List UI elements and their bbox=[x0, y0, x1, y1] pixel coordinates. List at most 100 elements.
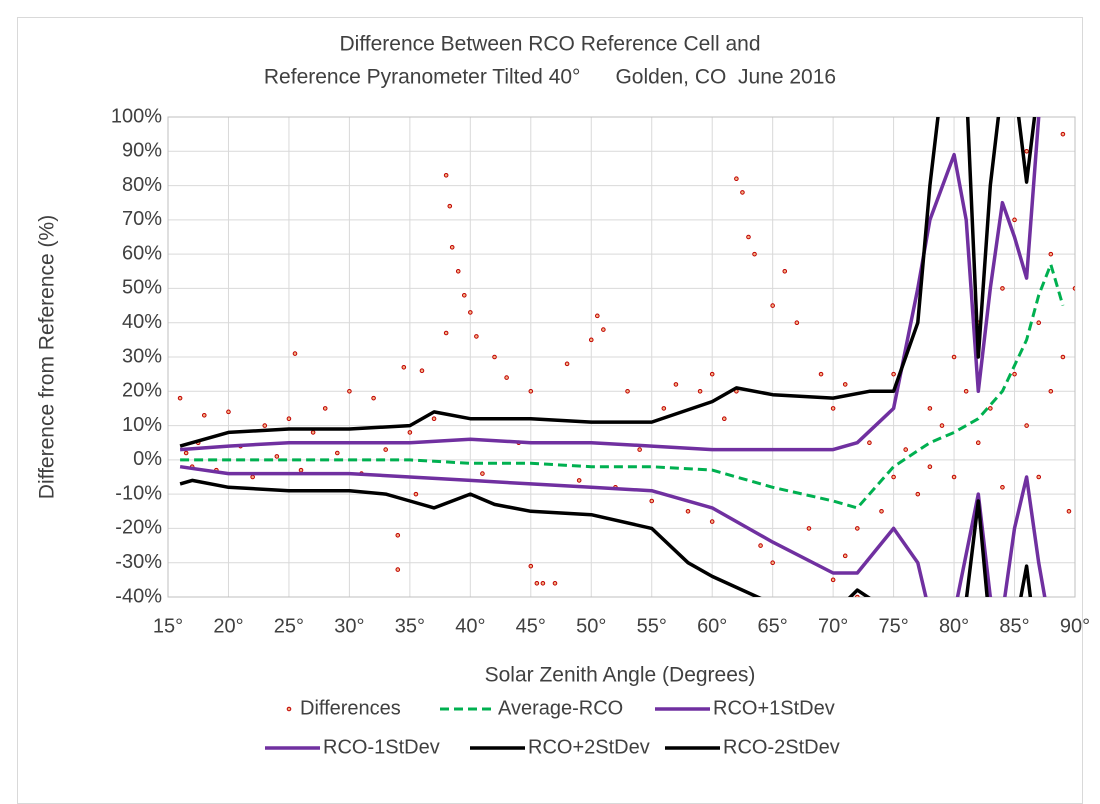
x-tick-label: 60° bbox=[697, 615, 727, 637]
data-point bbox=[601, 327, 606, 332]
x-tick-label: 75° bbox=[878, 615, 908, 637]
data-point bbox=[963, 388, 969, 394]
series-line bbox=[179, 117, 1037, 448]
y-tick-label: 50% bbox=[122, 277, 162, 299]
data-point bbox=[262, 423, 268, 428]
data-point bbox=[595, 313, 600, 319]
data-point bbox=[449, 244, 455, 250]
data-point bbox=[540, 580, 546, 586]
data-point bbox=[625, 388, 630, 394]
y-tick-label: -30% bbox=[115, 551, 162, 573]
data-point bbox=[891, 371, 896, 377]
data-point bbox=[250, 474, 255, 480]
data-point bbox=[534, 580, 540, 586]
data-point bbox=[443, 172, 449, 178]
legend-label: Average-RCO bbox=[498, 697, 623, 719]
data-point bbox=[752, 251, 757, 257]
data-point bbox=[855, 526, 860, 531]
data-point bbox=[419, 368, 425, 374]
data-point bbox=[1036, 474, 1042, 480]
data-point bbox=[1000, 484, 1005, 490]
data-point bbox=[758, 543, 763, 548]
data-point bbox=[794, 320, 800, 326]
data-point bbox=[371, 395, 376, 401]
grid bbox=[167, 116, 1076, 598]
data-point bbox=[401, 364, 407, 370]
data-point bbox=[1048, 388, 1054, 394]
data-point bbox=[1024, 423, 1029, 428]
data-point bbox=[709, 371, 715, 377]
data-point bbox=[310, 430, 316, 435]
series-line bbox=[179, 117, 1041, 452]
data-point bbox=[1036, 320, 1042, 326]
data-point bbox=[842, 382, 848, 387]
y-tick-label: 0% bbox=[133, 448, 162, 470]
y-tick-label: 60% bbox=[122, 242, 162, 264]
x-tick-label: 80° bbox=[939, 615, 969, 637]
plot-border bbox=[167, 116, 1076, 598]
data-point bbox=[298, 467, 304, 473]
data-point bbox=[395, 532, 401, 538]
data-point bbox=[1012, 217, 1017, 223]
series-line bbox=[179, 464, 1047, 597]
chart-title: Reference Pyranometer Tilted 40° Golden,… bbox=[264, 66, 836, 89]
y-tick-label: -20% bbox=[115, 517, 162, 539]
plot-area bbox=[177, 117, 1075, 597]
y-tick-label: -40% bbox=[115, 585, 162, 607]
data-point bbox=[842, 553, 848, 559]
data-point bbox=[891, 474, 896, 480]
data-point bbox=[226, 409, 231, 415]
data-point bbox=[951, 474, 957, 480]
data-point bbox=[286, 416, 292, 422]
x-tick-label: 30° bbox=[334, 615, 364, 637]
y-tick-label: 80% bbox=[122, 174, 162, 196]
data-point bbox=[806, 526, 812, 531]
data-point bbox=[939, 423, 945, 428]
x-tick-label: 45° bbox=[516, 615, 546, 637]
data-point bbox=[637, 447, 642, 452]
x-tick-label: 90° bbox=[1060, 615, 1090, 637]
data-point bbox=[951, 354, 957, 360]
data-point bbox=[782, 268, 788, 274]
data-point bbox=[183, 450, 189, 456]
x-tick-label: 55° bbox=[637, 615, 667, 637]
data-point bbox=[770, 303, 775, 308]
data-point bbox=[443, 330, 449, 336]
x-tick-label: 85° bbox=[999, 615, 1029, 637]
data-point bbox=[740, 190, 745, 195]
legend-label: RCO-2StDev bbox=[723, 736, 840, 758]
y-tick-label: 40% bbox=[122, 311, 162, 333]
data-point bbox=[588, 337, 594, 343]
data-point bbox=[661, 406, 667, 411]
data-point bbox=[903, 447, 908, 452]
legend-marker bbox=[286, 706, 292, 712]
data-point bbox=[1060, 131, 1066, 137]
x-tick-label: 20° bbox=[213, 615, 243, 637]
data-point bbox=[770, 560, 775, 566]
data-point bbox=[413, 491, 419, 497]
data-point bbox=[988, 406, 993, 411]
data-point bbox=[830, 577, 836, 583]
data-point bbox=[1072, 286, 1075, 291]
data-point bbox=[734, 176, 739, 182]
data-point bbox=[927, 464, 933, 470]
x-tick-label: 15° bbox=[153, 615, 183, 637]
data-point bbox=[564, 361, 570, 367]
data-point bbox=[461, 292, 467, 298]
data-point bbox=[709, 519, 715, 524]
series-line bbox=[180, 262, 1065, 510]
data-point bbox=[201, 412, 207, 418]
x-tick-label: 35° bbox=[395, 615, 425, 637]
data-point bbox=[480, 471, 485, 476]
data-point bbox=[867, 440, 872, 446]
data-point bbox=[292, 351, 298, 356]
y-tick-label: -10% bbox=[115, 482, 162, 504]
data-point bbox=[685, 508, 691, 514]
x-tick-label: 65° bbox=[758, 615, 788, 637]
legend: Differences Average-RCO RCO+1StDev RCO-1StD… bbox=[265, 697, 840, 758]
data-point bbox=[855, 594, 860, 597]
data-point bbox=[177, 395, 183, 401]
y-axis-label: Difference from Reference (%) bbox=[36, 215, 59, 499]
data-point bbox=[335, 450, 340, 456]
chart-frame bbox=[17, 17, 1083, 804]
